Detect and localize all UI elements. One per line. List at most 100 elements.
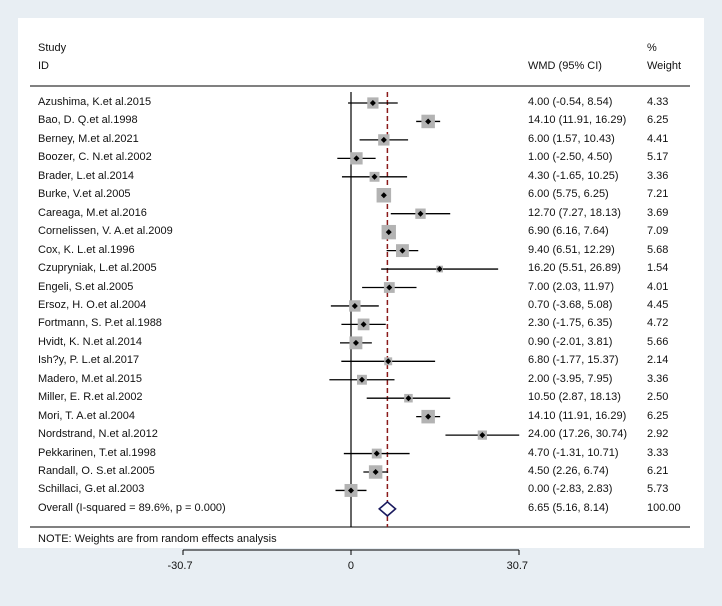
study-point-estimate [436, 266, 443, 273]
study-ci-text: 4.30 (-1.65, 10.25) [528, 169, 619, 182]
header-id: ID [38, 60, 49, 72]
header-weight-pct: % [647, 42, 657, 54]
study-point-estimate [348, 487, 354, 494]
study-name: Berney, M.et al.2021 [38, 132, 139, 145]
study-point-estimate [371, 173, 378, 180]
study-name: Mori, T. A.et al.2004 [38, 409, 136, 422]
study-point-estimate [417, 210, 424, 217]
study-name: Brader, L.et al.2014 [38, 169, 135, 182]
header-weight: Weight [647, 60, 682, 72]
study-name: Ersoz, H. O.et al.2004 [38, 298, 147, 311]
study-ci-text: 6.90 (6.16, 7.64) [528, 225, 609, 238]
study-weight: 3.33 [647, 446, 669, 459]
study-point-estimate [425, 413, 432, 420]
study-ci-text: 14.10 (11.91, 16.29) [528, 409, 627, 422]
study-name: Czupryniak, L.et al.2005 [38, 262, 157, 275]
overall-weight: 100.00 [647, 501, 681, 514]
study-name: Schillaci, G.et al.2003 [38, 483, 145, 496]
study-point-estimate [360, 321, 367, 328]
study-ci-text: 1.00 (-2.50, 4.50) [528, 151, 613, 164]
study-weight: 2.50 [647, 391, 669, 404]
plot-panel [18, 18, 704, 548]
study-point-estimate [385, 358, 392, 365]
study-point-estimate [353, 155, 360, 162]
study-name: Pekkarinen, T.et al.1998 [38, 446, 156, 459]
study-ci-text: 0.90 (-2.01, 3.81) [528, 335, 613, 348]
study-ci-text: 9.40 (6.51, 12.29) [528, 243, 615, 256]
weights-note: NOTE: Weights are from random effects an… [38, 533, 277, 545]
study-point-estimate [386, 284, 393, 291]
overall-label: Overall (I-squared = 89.6%, p = 0.000) [38, 501, 226, 514]
study-point-estimate [372, 469, 379, 475]
study-weight: 4.72 [647, 317, 669, 330]
overall-ci-text: 6.65 (5.16, 8.14) [528, 501, 609, 514]
study-weight: 3.36 [647, 169, 669, 182]
study-name: Boozer, C. N.et al.2002 [38, 151, 152, 164]
header-study: Study [38, 42, 67, 54]
overall-diamond [378, 500, 397, 517]
study-weight: 6.21 [647, 465, 669, 477]
study-ci-text: 6.80 (-1.77, 15.37) [528, 354, 619, 367]
study-point-estimate [352, 339, 359, 346]
study-point-estimate [369, 100, 376, 106]
study-point-estimate [425, 118, 432, 125]
x-tick-label: 30.7 [506, 560, 529, 572]
study-weight: 5.73 [647, 483, 669, 496]
study-weight: 4.41 [647, 132, 669, 145]
study-point-estimate [358, 376, 365, 383]
study-name: Ish?y, P. L.et al.2017 [38, 354, 140, 367]
study-name: Fortmann, S. P.et al.1988 [38, 317, 162, 330]
study-name: Miller, E. R.et al.2002 [38, 391, 143, 404]
study-ci-text: 6.00 (5.75, 6.25) [528, 188, 609, 201]
study-weight: 3.69 [647, 206, 669, 219]
study-name: Azushima, K.et al.2015 [38, 96, 152, 108]
study-ci-text: 6.00 (1.57, 10.43) [528, 132, 615, 145]
study-name: Careaga, M.et al.2016 [38, 206, 147, 219]
study-weight: 6.25 [647, 409, 669, 422]
study-weight: 5.68 [647, 243, 669, 256]
study-point-estimate [351, 302, 358, 309]
study-point-estimate [373, 450, 380, 457]
study-point-estimate [380, 192, 387, 199]
study-ci-text: 12.70 (7.27, 18.13) [528, 206, 621, 219]
study-name: Burke, V.et al.2005 [38, 188, 131, 201]
study-ci-text: 24.00 (17.26, 30.74) [528, 428, 628, 441]
study-weight: 7.21 [647, 188, 669, 201]
study-ci-text: 4.50 (2.26, 6.74) [528, 465, 609, 477]
study-name: Bao, D. Q.et al.1998 [38, 114, 138, 127]
study-name: Engeli, S.et al.2005 [38, 280, 134, 293]
study-point-estimate [385, 229, 392, 236]
study-ci-text: 14.10 (11.91, 16.29) [528, 114, 627, 127]
study-weight: 4.01 [647, 280, 669, 293]
study-ci-text: 0.00 (-2.83, 2.83) [528, 483, 613, 496]
study-ci-text: 10.50 (2.87, 18.13) [528, 391, 621, 404]
study-weight: 4.33 [647, 96, 669, 108]
study-weight: 3.36 [647, 372, 669, 385]
study-ci-text: 0.70 (-3.68, 5.08) [528, 298, 613, 311]
study-point-estimate [380, 136, 387, 143]
x-tick-label: -30.7 [167, 560, 193, 572]
study-weight: 5.66 [647, 335, 669, 348]
study-ci-text: 4.70 (-1.31, 10.71) [528, 446, 619, 459]
study-weight: 6.25 [647, 114, 669, 127]
study-name: Cornelissen, V. A.et al.2009 [38, 225, 173, 238]
study-name: Nordstrand, N.et al.2012 [38, 428, 158, 441]
study-weight: 2.92 [647, 428, 669, 441]
study-name: Madero, M.et al.2015 [38, 372, 142, 385]
header-effect: WMD (95% CI) [528, 60, 602, 72]
study-weight: 1.54 [647, 262, 669, 275]
study-point-estimate [405, 395, 412, 402]
study-ci-text: 7.00 (2.03, 11.97) [528, 280, 615, 293]
study-name: Hvidt, K. N.et al.2014 [38, 335, 142, 348]
study-name: Randall, O. S.et al.2005 [38, 465, 155, 477]
study-point-estimate [479, 432, 486, 439]
study-ci-text: 16.20 (5.51, 26.89) [528, 262, 621, 275]
study-weight: 5.17 [647, 151, 669, 164]
study-name: Cox, K. L.et al.1996 [38, 243, 135, 256]
study-ci-text: 4.00 (-0.54, 8.54) [528, 96, 613, 108]
study-point-estimate [399, 247, 406, 254]
study-ci-text: 2.00 (-3.95, 7.95) [528, 372, 613, 385]
x-tick-label: 0 [347, 560, 355, 572]
study-ci-text: 2.30 (-1.75, 6.35) [528, 317, 613, 330]
